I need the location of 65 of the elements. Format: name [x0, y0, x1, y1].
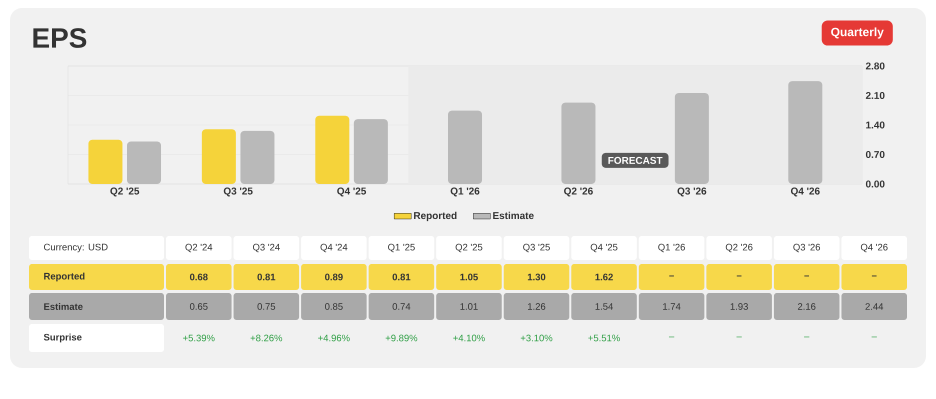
band-label: FORECAST — [608, 156, 662, 164]
text: Currency: USD — [44, 244, 108, 252]
text: 1.01 — [460, 303, 478, 310]
text: Quarterly — [831, 27, 884, 39]
text: 1.26 — [528, 303, 546, 310]
text: +4.10% — [453, 334, 485, 342]
text: 1.74 — [663, 303, 681, 310]
category-label: Q4 '24 — [320, 244, 348, 252]
x-tick-label: Q4 '25 — [337, 188, 366, 196]
text: 1.54 — [596, 303, 613, 310]
y-tick-label: 2.80 — [866, 62, 885, 70]
x-tick-label: Q1 '26 — [450, 188, 480, 196]
text: – — [872, 336, 877, 338]
text: 0.81 — [392, 274, 410, 280]
text: – — [804, 336, 810, 338]
y-tick-label: 1.40 — [866, 121, 885, 129]
category-label: Estimate — [44, 303, 83, 310]
category-label: Q2 '25 — [456, 244, 482, 252]
category-label: Q3 '25 — [523, 244, 550, 252]
category-label: Q3 '24 — [252, 244, 280, 252]
text: 0.89 — [325, 274, 343, 280]
text: 0.68 — [190, 274, 208, 280]
text: 0.75 — [257, 303, 276, 310]
category-label: Reported — [44, 272, 84, 282]
category-label: Q2 '26 — [726, 244, 753, 252]
category-label: Surprise — [44, 334, 82, 342]
text: +9.89% — [386, 334, 418, 342]
text: – — [736, 275, 742, 276]
text: 1.62 — [595, 274, 613, 280]
legend-label: Estimate — [493, 212, 534, 220]
x-tick-label: Q2 '25 — [110, 188, 140, 196]
text: 0.74 — [392, 303, 410, 310]
y-tick-label: 0.00 — [866, 180, 885, 188]
x-tick-label: Q2 '26 — [564, 188, 593, 196]
text: +3.10% — [520, 334, 552, 342]
text: 0.81 — [257, 274, 276, 280]
text: 1.30 — [528, 274, 546, 280]
x-tick-label: Q4 '26 — [790, 188, 820, 196]
text: 0.65 — [190, 303, 208, 310]
y-tick-label: 2.10 — [866, 92, 885, 100]
text: – — [804, 275, 810, 276]
chart-title: EPS — [33, 28, 86, 48]
category-label: Q3 '26 — [793, 244, 820, 252]
text: – — [736, 336, 742, 338]
text: +5.51% — [588, 334, 620, 342]
x-tick-label: Q3 '25 — [224, 188, 253, 196]
category-label: Q1 '26 — [658, 244, 685, 252]
text: +8.26% — [250, 334, 282, 342]
category-label: Q2 '24 — [185, 244, 212, 252]
text: +4.96% — [318, 334, 350, 342]
text: 1.05 — [460, 274, 478, 280]
text: 2.44 — [865, 303, 884, 310]
text: +5.39% — [183, 334, 215, 342]
category-label: Q1 '25 — [388, 244, 415, 252]
category-label: Q4 '26 — [860, 244, 888, 252]
text: 2.16 — [798, 303, 816, 310]
text: 0.85 — [325, 303, 343, 310]
category-label: Q4 '25 — [590, 244, 618, 252]
text: – — [872, 275, 877, 276]
x-tick-label: Q3 '26 — [678, 188, 706, 196]
text: 1.93 — [730, 303, 748, 310]
y-tick-label: 0.70 — [866, 150, 885, 158]
legend-label: Reported — [414, 212, 456, 222]
text: – — [668, 336, 674, 338]
text: – — [669, 275, 674, 276]
